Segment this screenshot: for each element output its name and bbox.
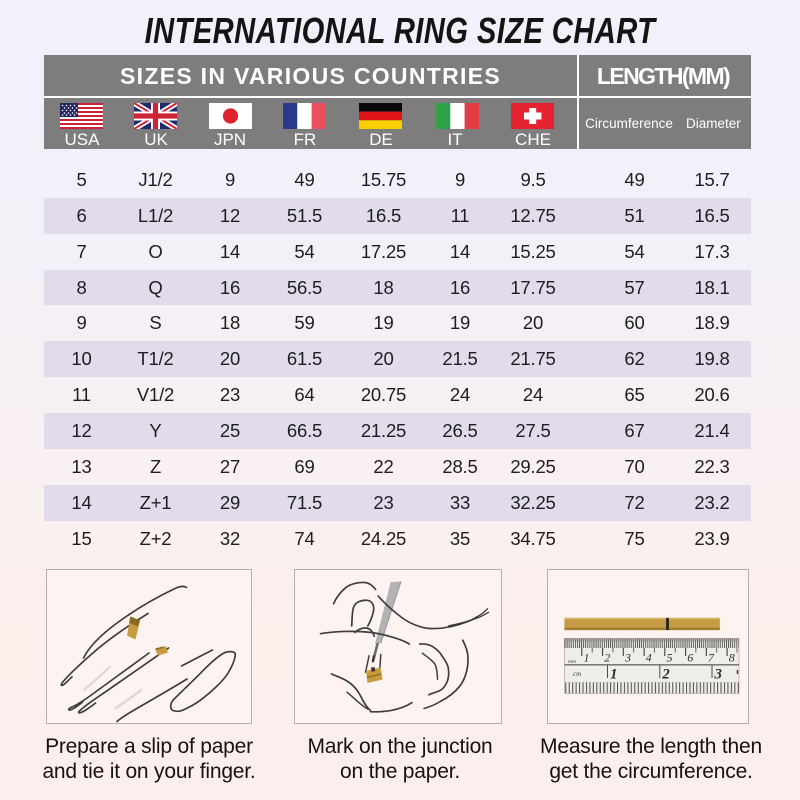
svg-text:2: 2 bbox=[661, 667, 670, 683]
svg-text:4: 4 bbox=[646, 651, 652, 665]
svg-text:3: 3 bbox=[714, 667, 723, 683]
svg-text:6: 6 bbox=[687, 651, 693, 665]
svg-text:7: 7 bbox=[708, 651, 715, 665]
svg-text:cm: cm bbox=[573, 670, 581, 678]
svg-text:1: 1 bbox=[610, 667, 618, 683]
svg-text:5: 5 bbox=[667, 651, 673, 665]
svg-text:8: 8 bbox=[729, 651, 735, 665]
svg-text:3: 3 bbox=[624, 651, 631, 665]
svg-text:mm: mm bbox=[568, 659, 576, 665]
svg-text:2: 2 bbox=[604, 651, 610, 665]
svg-text:1: 1 bbox=[584, 651, 590, 665]
